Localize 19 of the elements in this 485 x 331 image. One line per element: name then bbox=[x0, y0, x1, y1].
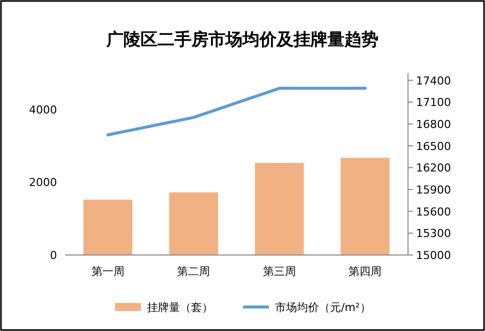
y2-tick-label: 16800 bbox=[416, 118, 451, 131]
y2-tick-label: 15300 bbox=[416, 227, 451, 240]
y-tick-label: 4000 bbox=[29, 103, 57, 116]
y2-tick-label: 17400 bbox=[416, 74, 451, 88]
y2-tick-label: 15900 bbox=[416, 183, 451, 196]
title: 广陵区二手房市场均价及挂牌量趋势 bbox=[106, 30, 378, 50]
x-tick-label: 第一周 bbox=[91, 265, 124, 278]
y-tick-label: 2000 bbox=[29, 176, 57, 190]
y2-tick-label: 17100 bbox=[416, 96, 451, 110]
y2-tick-label: 15000 bbox=[416, 249, 451, 262]
x-tick-label: 第四周 bbox=[348, 265, 382, 278]
y2-tick-label: 16500 bbox=[416, 140, 451, 153]
x-tick-label: 第二周 bbox=[177, 265, 210, 278]
legend-label: 市场均价（元/m²） bbox=[275, 301, 371, 314]
x-tick-label: 第三周 bbox=[262, 265, 296, 278]
y2-tick-label: 15600 bbox=[416, 205, 451, 218]
y-tick-label: 0 bbox=[50, 249, 57, 262]
legend-label: 挂牌量（套） bbox=[147, 301, 213, 314]
y2-tick-label: 16200 bbox=[416, 162, 451, 175]
